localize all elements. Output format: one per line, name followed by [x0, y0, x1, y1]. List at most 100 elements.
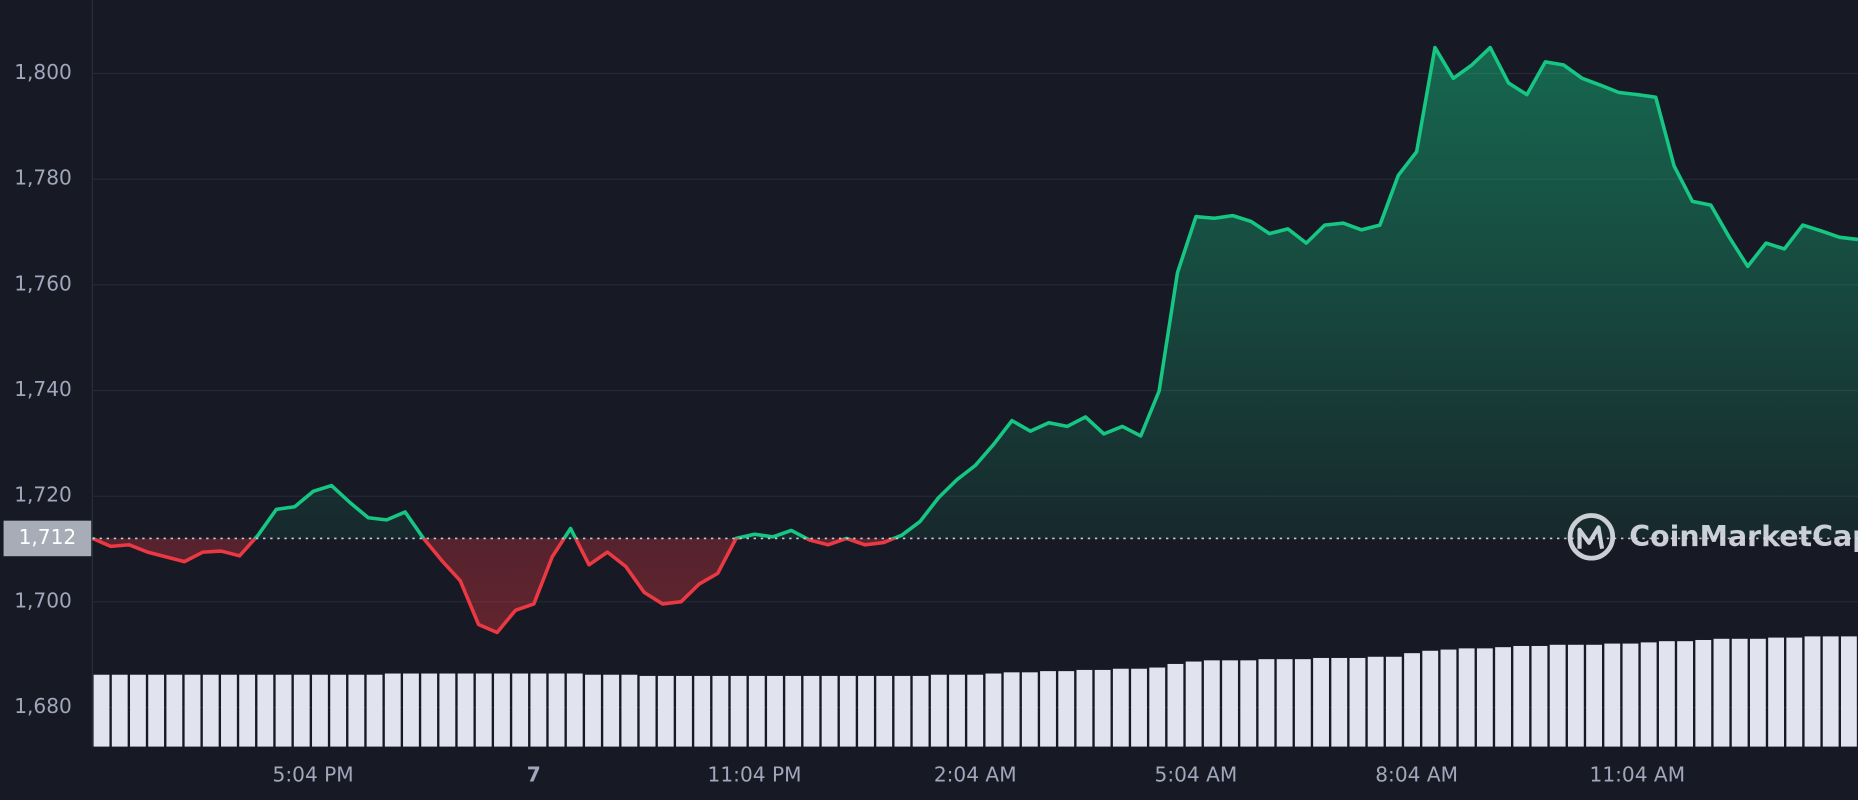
volume-bar	[1440, 649, 1457, 747]
volume-bar	[184, 674, 201, 747]
y-tick-label: 1,700	[14, 588, 72, 612]
volume-bar	[1695, 639, 1712, 747]
volume-bar	[330, 674, 347, 747]
y-tick-label: 1,740	[14, 377, 72, 401]
volume-bar	[494, 673, 510, 747]
volume-bar	[1094, 669, 1111, 747]
volume-bar	[1422, 650, 1439, 747]
volume-bar	[1112, 668, 1129, 747]
volume-bar	[202, 674, 219, 747]
volume-bar	[93, 674, 110, 747]
volume-bar	[366, 674, 383, 747]
volume-bar	[439, 673, 456, 747]
volume-bar	[1513, 645, 1530, 747]
volume-bar	[894, 675, 911, 747]
volume-bar	[1003, 672, 1020, 747]
volume-bar	[1349, 657, 1366, 747]
volume-bar	[257, 674, 274, 747]
volume-bar	[1131, 668, 1147, 747]
volume-bar	[1749, 638, 1766, 747]
volume-bar	[821, 675, 838, 747]
volume-bar	[1404, 653, 1420, 747]
volume-bar	[1458, 648, 1475, 747]
volume-bar	[1731, 638, 1748, 747]
volume-bar	[785, 675, 802, 747]
volume-bar	[1567, 644, 1584, 747]
volume-bar	[166, 674, 183, 747]
volume-bar	[676, 675, 692, 747]
volume-bar	[876, 675, 893, 747]
price-line-up	[92, 45, 1858, 539]
volume-bar	[1495, 647, 1511, 747]
volume-bar	[1531, 645, 1548, 747]
volume-bar	[1149, 667, 1166, 747]
volume-bar	[148, 674, 165, 747]
baseline-label-box	[3, 520, 92, 557]
volume-bar	[912, 675, 929, 747]
y-tick-label: 1,720	[14, 483, 72, 507]
volume-bar	[566, 673, 583, 747]
volume-bar	[312, 674, 328, 747]
volume-bar	[1076, 669, 1093, 747]
volume-bar	[1385, 656, 1402, 747]
volume-bar	[858, 675, 874, 747]
volume-bar	[1331, 657, 1348, 747]
y-tick-label: 1,760	[14, 271, 72, 295]
volume-bar	[475, 673, 492, 747]
volume-bar	[1040, 671, 1056, 747]
volume-bar	[985, 673, 1002, 747]
volume-bar	[1476, 648, 1493, 747]
volume-bar	[348, 674, 365, 747]
x-tick-label: 11:04 AM	[1590, 763, 1686, 787]
volume-bar	[1804, 636, 1821, 747]
volume-bar	[457, 673, 474, 747]
watermark-logo	[1567, 513, 1616, 561]
volume-bar	[621, 674, 638, 747]
volume-bar	[275, 674, 292, 747]
volume-bar	[1058, 671, 1075, 747]
volume-bar	[1658, 641, 1675, 747]
x-tick-label: 11:04 PM	[708, 763, 802, 787]
volume-bar	[1240, 660, 1257, 747]
volume-bar	[1604, 643, 1621, 747]
volume-bar	[1549, 644, 1566, 747]
volume-bar	[657, 675, 674, 747]
volume-bar	[639, 675, 656, 747]
volume-bar	[1840, 636, 1857, 747]
volume-bar	[1294, 659, 1311, 747]
volume-bar	[548, 673, 565, 747]
volume-bar	[1367, 656, 1384, 747]
volume-bar	[1185, 661, 1202, 747]
volume-bar	[694, 675, 711, 747]
y-tick-label: 1,680	[14, 694, 72, 718]
y-tick-label: 1,780	[14, 166, 72, 190]
volume-bar	[111, 674, 128, 747]
volume-bar	[530, 673, 547, 747]
volume-bar	[1276, 659, 1293, 747]
y-tick-label: 1,800	[14, 60, 72, 84]
x-tick-label: 2:04 AM	[934, 763, 1017, 787]
volume-bar	[1677, 641, 1693, 747]
volume-bar	[585, 674, 601, 747]
volume-bar	[1258, 659, 1275, 747]
volume-bar	[239, 674, 256, 747]
volume-bar	[1313, 657, 1329, 747]
volume-bar	[1222, 660, 1238, 747]
volume-bar	[748, 675, 765, 747]
volume-bar	[730, 675, 747, 747]
volume-bar	[1203, 660, 1220, 747]
volume-bar	[803, 675, 820, 747]
volume-bar	[130, 674, 146, 747]
x-tick-label: 7	[527, 763, 541, 787]
volume-bar	[1622, 643, 1639, 747]
volume-bar	[839, 675, 856, 747]
volume-bar	[384, 673, 401, 747]
volume-bar	[1640, 642, 1657, 747]
volume-bar	[949, 674, 965, 747]
volume-bar	[293, 674, 310, 747]
volume-bar	[767, 675, 783, 747]
x-tick-label: 8:04 AM	[1375, 763, 1458, 787]
volume-bar	[1713, 638, 1730, 747]
